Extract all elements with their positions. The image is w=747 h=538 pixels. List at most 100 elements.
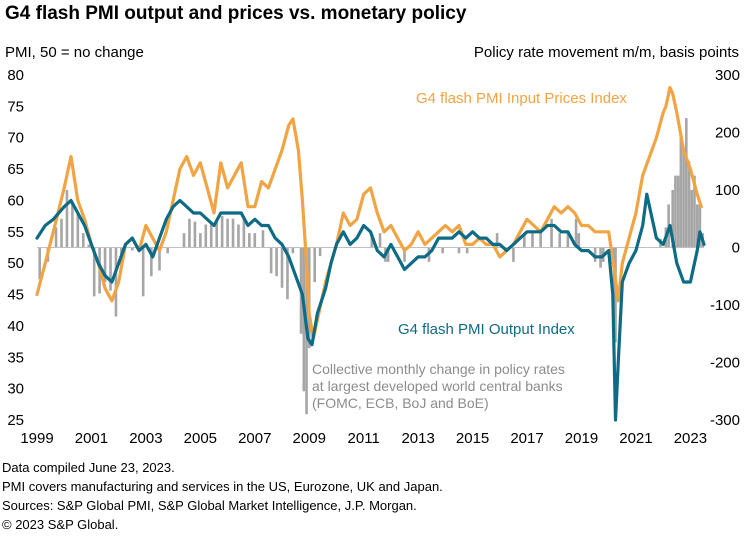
policy-bar xyxy=(577,233,581,248)
policy-bar xyxy=(275,247,278,277)
right-tick-label: -100 xyxy=(710,297,740,314)
left-tick-label: 60 xyxy=(7,192,24,209)
x-axis-ticks: 1999 2001 2003 2005 2007 2009 2011 2013 2015 2017… xyxy=(20,430,707,447)
policy-bar xyxy=(81,233,85,248)
policy-bar xyxy=(457,247,461,254)
policy-bar xyxy=(291,247,295,254)
x-tick-label: 2013 xyxy=(401,430,434,447)
chart-title: G4 flash PMI output and prices vs. monet… xyxy=(5,3,467,24)
policy-bar xyxy=(687,161,691,248)
left-tick-label: 35 xyxy=(7,349,24,366)
right-axis-ticks: -300 -200 -100 0 100 200 300 xyxy=(710,67,740,429)
x-tick-label: 2015 xyxy=(456,430,489,447)
policy-bar xyxy=(71,204,74,248)
policy-bar xyxy=(38,247,42,280)
left-tick-label: 55 xyxy=(7,224,24,241)
footer-notes: Data compiled June 23, 2023. PMI covers … xyxy=(2,458,443,534)
policy-bar xyxy=(226,218,229,248)
policy-bar xyxy=(130,247,134,251)
x-tick-label: 2009 xyxy=(293,430,326,447)
policy-bar xyxy=(698,204,702,248)
output-index-label: G4 flash PMI Output Index xyxy=(398,321,575,338)
policy-bar xyxy=(676,175,680,248)
policy-bar xyxy=(693,175,696,248)
footer-coverage: PMI covers manufacturing and services in… xyxy=(2,479,443,494)
right-tick-label: 200 xyxy=(715,125,740,142)
right-tick-label: -300 xyxy=(710,412,740,429)
x-tick-label: 2023 xyxy=(674,430,707,447)
policy-bar xyxy=(253,233,257,248)
policy-bar xyxy=(539,233,542,248)
policy-bar xyxy=(76,213,80,248)
policy-bar xyxy=(87,244,91,248)
x-tick-label: 1999 xyxy=(20,430,53,447)
left-axis-ticks: 25 30 35 40 45 50 55 60 65 70 75 80 xyxy=(7,67,24,429)
policy-bar xyxy=(574,218,578,248)
policy-bar xyxy=(114,247,118,317)
policy-bar xyxy=(682,146,685,248)
left-tick-label: 40 xyxy=(7,318,24,335)
left-tick-label: 65 xyxy=(7,161,24,178)
policy-bar xyxy=(523,233,526,248)
policy-bar xyxy=(158,247,161,271)
policy-bar xyxy=(109,247,112,291)
policy-bar xyxy=(248,233,251,248)
policy-bar xyxy=(674,175,677,248)
policy-bar xyxy=(182,233,186,248)
policy-bar xyxy=(465,247,469,254)
policy-bar xyxy=(378,233,382,248)
x-tick-label: 2001 xyxy=(75,430,108,447)
policy-bar xyxy=(558,233,562,248)
policy-note-line-2: at largest developed world central banks xyxy=(312,378,563,394)
policy-bar xyxy=(403,247,406,262)
policy-bar xyxy=(566,233,570,248)
policy-bar xyxy=(65,190,69,248)
policy-bar xyxy=(531,233,534,248)
input-prices-line xyxy=(35,85,703,341)
right-tick-label: 0 xyxy=(732,240,740,257)
policy-bar xyxy=(220,215,224,248)
x-tick-label: 2017 xyxy=(510,430,543,447)
input-prices-label: G4 flash PMI Input Prices Index xyxy=(416,90,627,107)
policy-bar xyxy=(302,247,306,392)
x-tick-label: 2011 xyxy=(348,430,380,447)
x-tick-label: 2021 xyxy=(619,430,652,447)
policy-bar xyxy=(193,221,197,248)
output-index-line xyxy=(35,192,706,422)
policy-bar xyxy=(690,190,694,248)
left-tick-label: 75 xyxy=(7,98,24,115)
policy-bar xyxy=(550,218,553,248)
policy-note-line-1: Collective monthly change in policy rate… xyxy=(312,361,565,377)
left-tick-label: 50 xyxy=(7,255,24,272)
policy-bar xyxy=(54,227,58,248)
policy-bar xyxy=(512,247,515,262)
left-tick-label: 25 xyxy=(7,412,24,429)
left-tick-label: 70 xyxy=(7,130,24,147)
policy-bar xyxy=(441,247,444,254)
policy-bar xyxy=(370,233,374,248)
policy-bar xyxy=(495,233,499,248)
left-axis-title: PMI, 50 = no change xyxy=(5,44,144,61)
policy-bar xyxy=(313,247,316,282)
policy-bar xyxy=(237,224,240,248)
policy-bar xyxy=(60,218,63,248)
x-tick-label: 2019 xyxy=(565,430,598,447)
policy-bar xyxy=(242,218,246,248)
right-tick-label: 100 xyxy=(715,182,740,199)
policy-bar xyxy=(386,247,390,262)
policy-bar xyxy=(166,247,169,254)
footer-sources: Sources: S&P Global PMI, S&P Global Mark… xyxy=(2,498,417,513)
policy-note-line-3: (FOMC, ECB, BoJ and BoE) xyxy=(312,395,489,411)
policy-bar xyxy=(215,221,218,248)
policy-note: Collective monthly change in policy rate… xyxy=(312,361,565,411)
footer-copyright: © 2023 S&P Global. xyxy=(2,517,119,532)
policy-bar xyxy=(141,247,145,297)
policy-bar xyxy=(261,230,265,248)
policy-bar xyxy=(318,247,322,257)
policy-bar xyxy=(204,224,208,248)
policy-bar xyxy=(150,247,153,277)
left-tick-label: 45 xyxy=(7,287,24,304)
right-tick-label: -200 xyxy=(710,355,740,372)
x-tick-label: 2003 xyxy=(129,430,162,447)
